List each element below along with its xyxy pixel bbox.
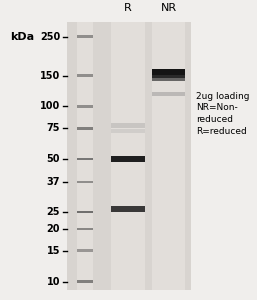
Bar <box>77 74 94 77</box>
Bar <box>77 105 94 108</box>
Bar <box>77 127 94 130</box>
Text: 150: 150 <box>40 70 60 81</box>
Bar <box>77 211 94 213</box>
Text: 100: 100 <box>40 101 60 111</box>
Bar <box>111 156 145 162</box>
Bar <box>77 249 94 252</box>
Text: 250: 250 <box>40 32 60 42</box>
Bar <box>77 158 94 160</box>
Bar <box>152 92 185 96</box>
Bar <box>77 35 94 38</box>
Bar <box>77 227 94 230</box>
Bar <box>111 206 145 212</box>
Bar <box>152 22 185 290</box>
Text: R: R <box>124 3 132 14</box>
Text: 37: 37 <box>47 177 60 187</box>
Text: 75: 75 <box>47 123 60 133</box>
Text: 20: 20 <box>47 224 60 234</box>
Text: 2ug loading
NR=Non-
reduced
R=reduced: 2ug loading NR=Non- reduced R=reduced <box>196 92 249 136</box>
Text: 50: 50 <box>47 154 60 164</box>
Bar <box>111 123 145 128</box>
Text: kDa: kDa <box>10 32 34 42</box>
Bar <box>77 280 94 283</box>
Text: 15: 15 <box>47 246 60 256</box>
Bar <box>152 69 185 77</box>
Text: NR: NR <box>160 3 177 14</box>
Text: 10: 10 <box>47 277 60 286</box>
Bar <box>77 22 94 290</box>
Bar <box>77 181 94 183</box>
Text: 25: 25 <box>47 207 60 217</box>
Bar <box>111 22 145 290</box>
Bar <box>152 75 185 81</box>
Bar <box>111 129 145 134</box>
Bar <box>67 22 191 290</box>
